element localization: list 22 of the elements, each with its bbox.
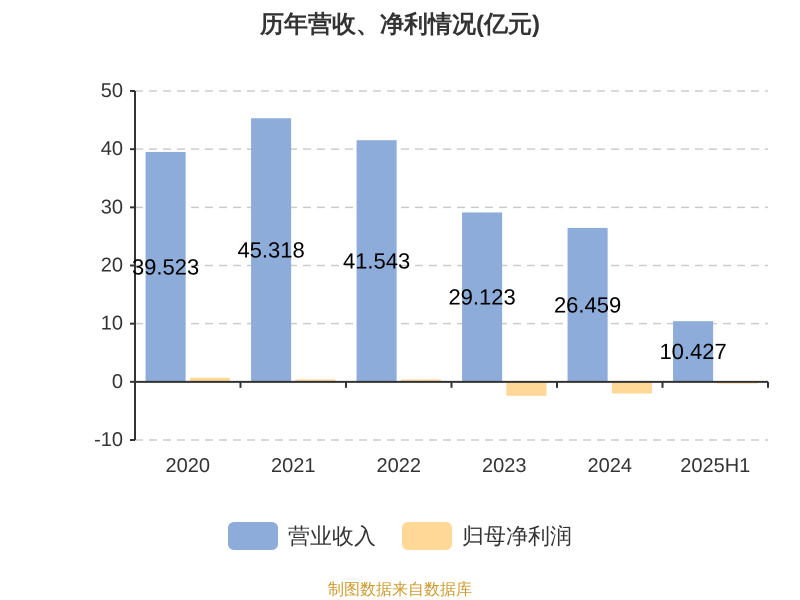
- legend-label: 归母净利润: [462, 524, 572, 548]
- y-tick-label: 40: [100, 138, 123, 160]
- x-tick-label: 2020: [166, 455, 210, 477]
- title: 历年营收、净利情况(亿元): [260, 11, 540, 38]
- data-label: 29.123: [448, 284, 516, 310]
- legend-label: 营业收入: [288, 524, 376, 548]
- data-label: 45.318: [237, 238, 305, 263]
- x-tick-label: 2021: [271, 455, 316, 477]
- data-label: 41.543: [342, 248, 410, 274]
- y-tick-label: 30: [100, 196, 123, 218]
- y-tick-label: 10: [100, 312, 123, 335]
- y-tick-label: 20: [100, 254, 123, 276]
- annotation: 制图数据来自数据库: [328, 582, 472, 598]
- y-tick-label: -10: [94, 429, 123, 451]
- x-tick-label: 2025H1: [680, 455, 750, 477]
- x-tick-label: 2023: [482, 455, 526, 477]
- y-tick-label: 50: [100, 80, 123, 102]
- data-label: 10.427: [659, 339, 727, 364]
- y-tick-label: 0: [112, 370, 123, 393]
- data-label: 26.459: [554, 292, 622, 318]
- x-tick-label: 2022: [376, 455, 421, 477]
- x-tick-label: 2024: [588, 455, 632, 477]
